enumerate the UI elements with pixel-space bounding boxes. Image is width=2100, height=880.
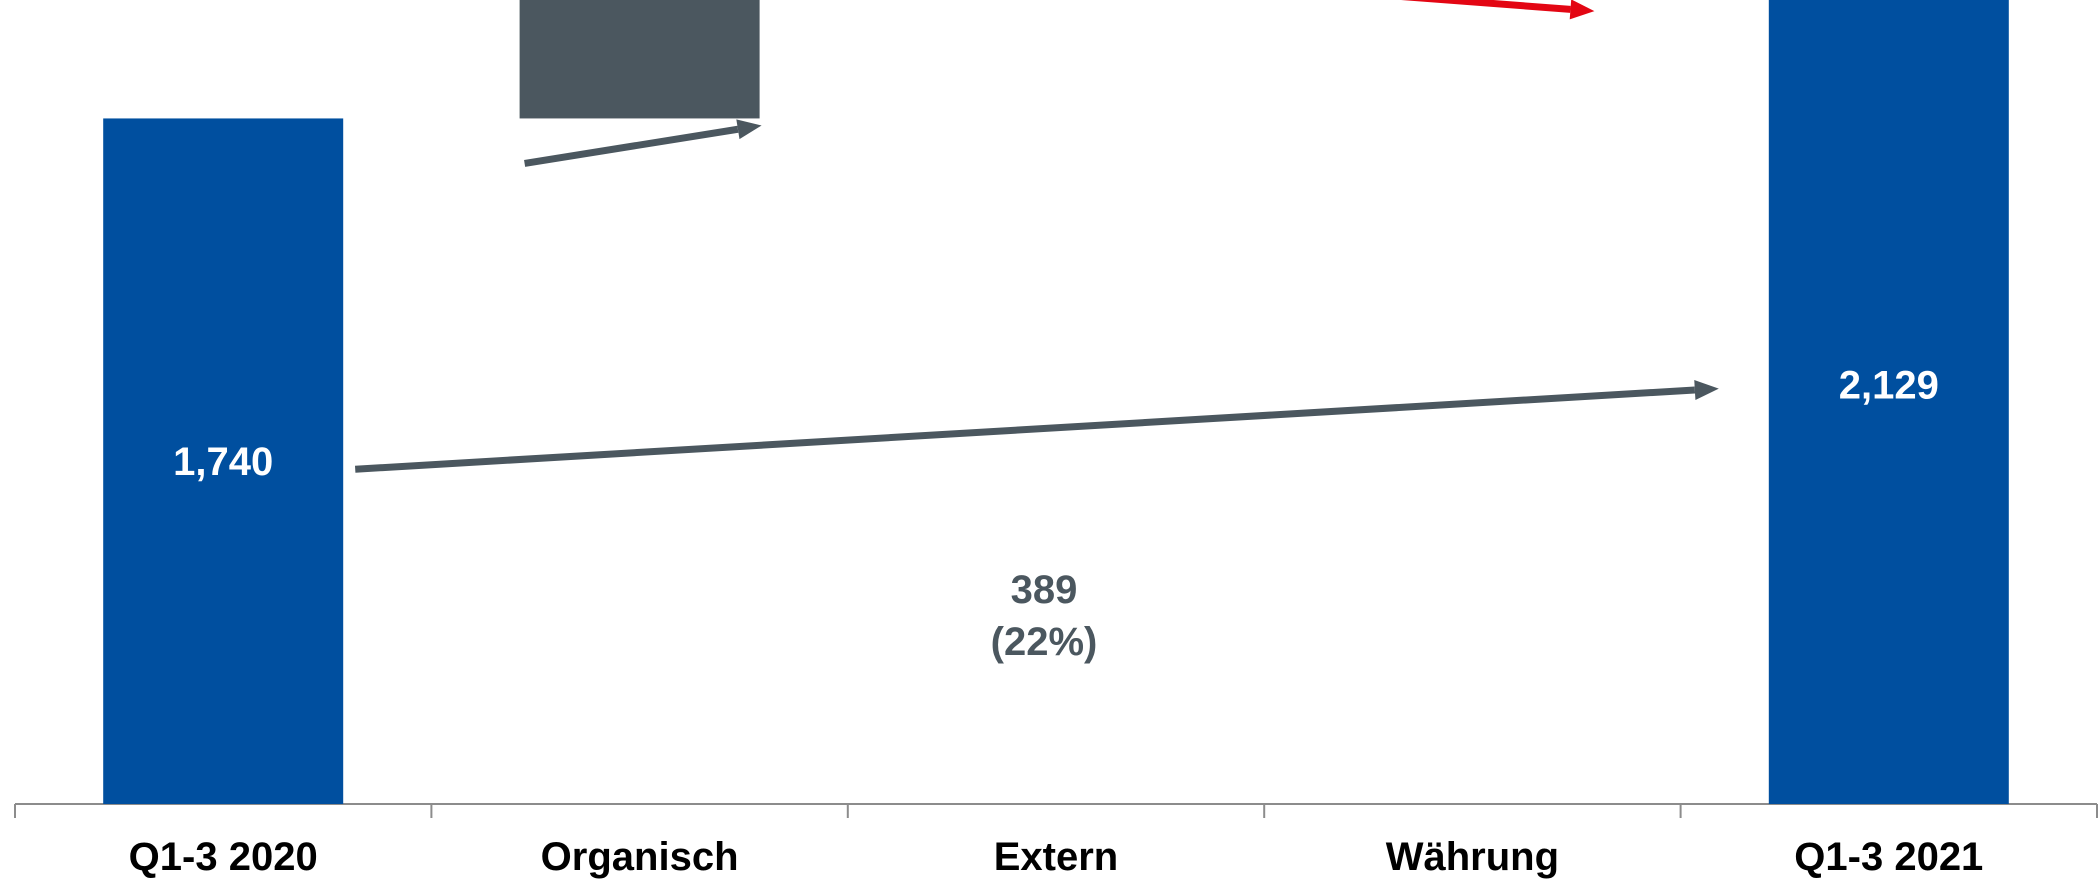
x-tick-label: Q1-3 2020 xyxy=(129,835,318,879)
x-axis-ticks xyxy=(14,804,2098,818)
overall-change-arrow-head xyxy=(1694,380,1719,400)
delta-arrow-shaft xyxy=(524,125,739,167)
overall-change-pct-label: (22%) xyxy=(991,620,1098,664)
delta-arrow-head xyxy=(736,119,762,140)
bar-value-label: 2,129 xyxy=(1839,364,1939,408)
delta-arrow xyxy=(524,119,762,167)
total-bar xyxy=(103,118,344,804)
x-tick-label: Extern xyxy=(994,835,1119,879)
delta-arrow-head xyxy=(1569,0,1595,20)
delta-arrow-shaft xyxy=(1401,0,1571,13)
labels-layer: Q1-3 20201,740Organisch389(22%)Extern13(… xyxy=(129,364,1984,879)
x-tick-label: Q1-3 2021 xyxy=(1794,835,1983,879)
delta-bar xyxy=(519,0,760,119)
x-tick-label: Währung xyxy=(1386,835,1559,879)
bar-value-label: 1,740 xyxy=(173,440,273,484)
bars-layer xyxy=(103,0,2009,804)
delta-arrow xyxy=(1401,0,1595,20)
arrows-layer xyxy=(354,0,1719,473)
x-tick-label: Organisch xyxy=(541,835,739,879)
total-bar xyxy=(1768,0,2009,804)
overall-change-arrow xyxy=(354,380,1719,473)
overall-change-arrow-shaft xyxy=(354,386,1696,473)
overall-change-value-label: 389 xyxy=(1011,568,1078,612)
